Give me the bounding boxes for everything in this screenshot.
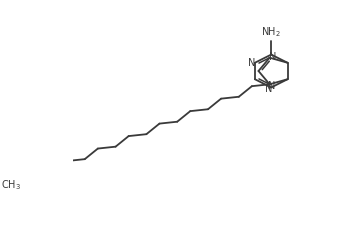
Text: NH$_2$: NH$_2$ xyxy=(261,25,281,39)
Text: N: N xyxy=(269,81,276,91)
Text: N: N xyxy=(248,58,255,68)
Text: CH$_3$: CH$_3$ xyxy=(1,178,21,192)
Text: N: N xyxy=(269,52,276,62)
Text: N: N xyxy=(266,84,273,94)
